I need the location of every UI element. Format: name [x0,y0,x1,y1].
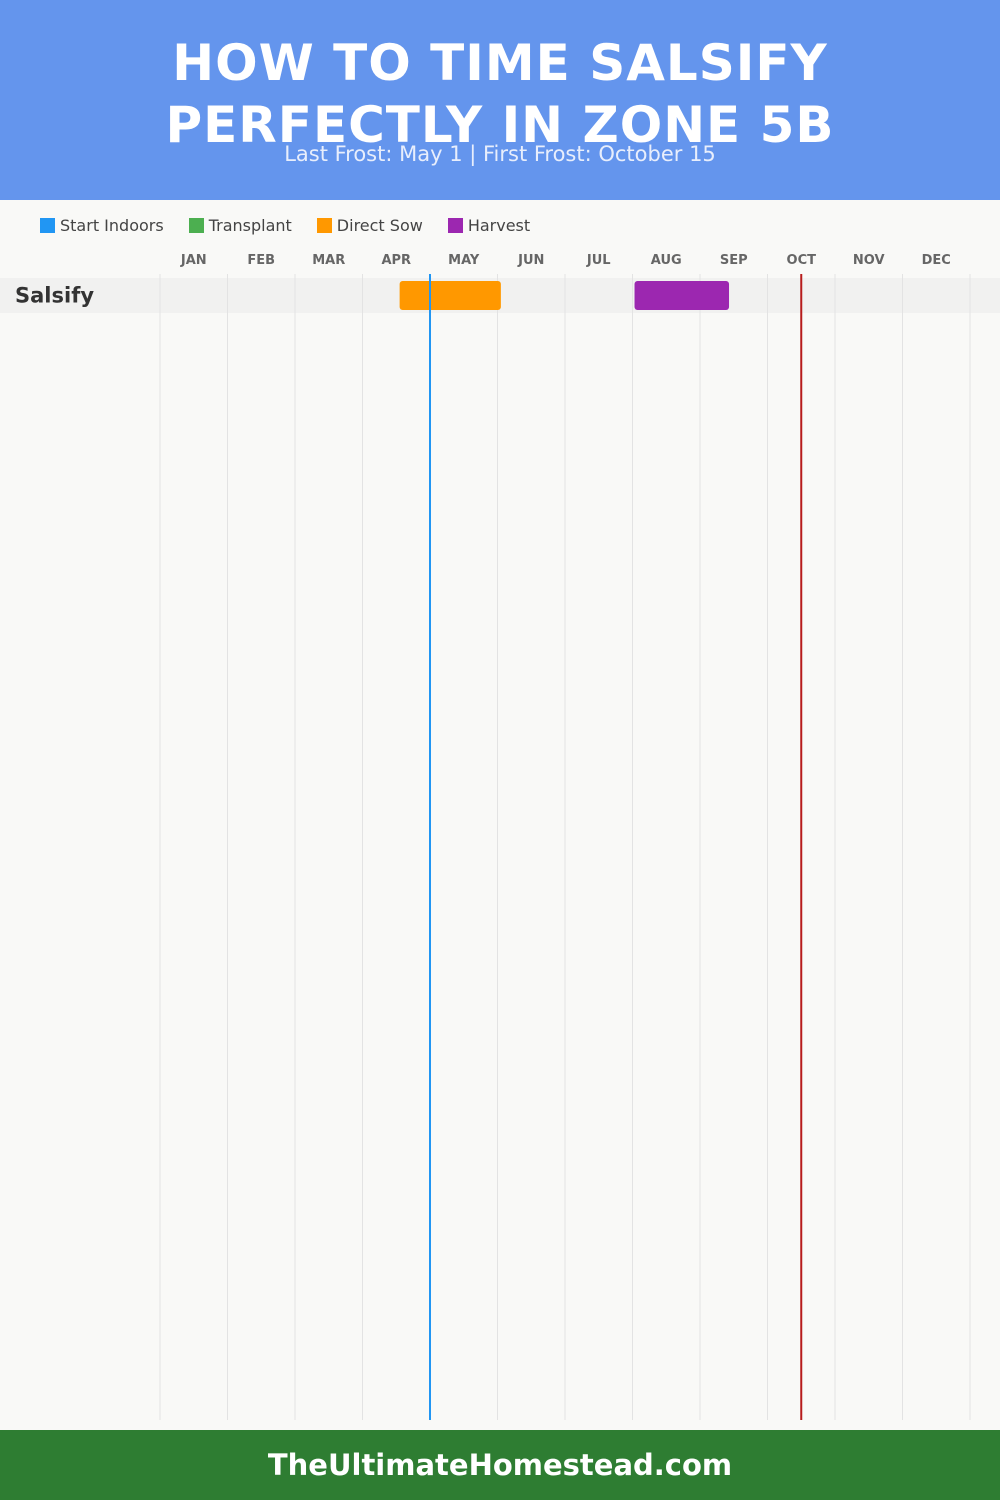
month-tick-label: JUL [586,253,611,268]
phase-bar [399,281,501,310]
footer-banner: TheUltimateHomestead.com [0,1430,1000,1500]
phase-bar [634,281,730,310]
legend-swatch-harvest [447,217,463,233]
month-tick-label: OCT [787,253,817,268]
crop-label: Salsify [15,284,94,308]
legend-item-start-indoors: Start Indoors [40,216,164,235]
frost-dates-subtitle: Last Frost: May 1 | First Frost: October… [284,142,716,166]
month-tick-label: FEB [247,253,275,268]
legend-label-transplant: Transplant [208,215,292,235]
page-title-line-1: HOW TO TIME SALSIFY [172,34,828,92]
legend-item-harvest: Harvest [447,215,531,235]
header-banner: HOW TO TIME SALSIFY PERFECTLY IN ZONE 5B… [0,0,1000,200]
legend-label-harvest: Harvest [467,215,531,235]
legend-item-transplant: Transplant [188,215,292,235]
month-tick-label: JUN [517,253,544,268]
month-tick-label: JAN [180,253,207,268]
legend-swatch-start-indoors [40,217,55,233]
planting-calendar-chart: JAN FEB MAR APR MAY JUN JUL AUG SEP OCT NOV DEC Sals… [0,253,1000,1420]
legend-label-start-indoors: Start Indoors [60,215,164,235]
month-tick-label: AUG [651,253,682,268]
month-tick-label: SEP [720,253,748,268]
month-tick-label: DEC [922,253,951,268]
month-tick-label: NOV [853,253,885,268]
month-tick-label: MAR [312,253,345,268]
chart-legend: Start Indoors Transplant Direct Sow Harv… [40,214,555,236]
page-title-line-2: PERFECTLY IN ZONE 5B [165,96,835,154]
legend-swatch-direct-sow [316,217,332,233]
legend-swatch-transplant [188,217,204,233]
legend-label-direct-sow: Direct Sow [336,215,423,235]
legend-item-direct-sow: Direct Sow [316,215,423,235]
footer-website[interactable]: TheUltimateHomestead.com [267,1448,733,1482]
month-tick-label: MAY [448,253,480,268]
month-tick-label: APR [381,253,411,268]
